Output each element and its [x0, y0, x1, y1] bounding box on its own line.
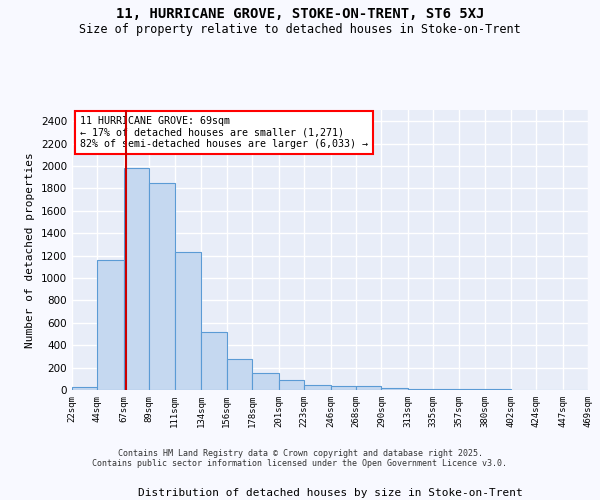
Y-axis label: Number of detached properties: Number of detached properties	[25, 152, 35, 348]
Text: Contains HM Land Registry data © Crown copyright and database right 2025.: Contains HM Land Registry data © Crown c…	[118, 448, 482, 458]
Text: 11 HURRICANE GROVE: 69sqm
← 17% of detached houses are smaller (1,271)
82% of se: 11 HURRICANE GROVE: 69sqm ← 17% of detac…	[80, 116, 368, 149]
Bar	[304, 385, 331, 390]
Bar	[149, 183, 175, 390]
Bar	[331, 386, 356, 390]
Bar	[408, 389, 433, 390]
Bar	[227, 359, 252, 390]
Bar	[201, 332, 227, 390]
Bar	[382, 388, 408, 390]
Bar	[356, 386, 382, 390]
Text: Distribution of detached houses by size in Stoke-on-Trent: Distribution of detached houses by size …	[137, 488, 523, 498]
Bar	[252, 372, 278, 390]
Text: 11, HURRICANE GROVE, STOKE-ON-TRENT, ST6 5XJ: 11, HURRICANE GROVE, STOKE-ON-TRENT, ST6…	[116, 8, 484, 22]
Bar	[278, 380, 304, 390]
Bar	[72, 386, 97, 390]
Text: Contains public sector information licensed under the Open Government Licence v3: Contains public sector information licen…	[92, 458, 508, 468]
Text: Size of property relative to detached houses in Stoke-on-Trent: Size of property relative to detached ho…	[79, 22, 521, 36]
Bar	[175, 252, 201, 390]
Bar	[97, 260, 124, 390]
Bar	[124, 168, 149, 390]
